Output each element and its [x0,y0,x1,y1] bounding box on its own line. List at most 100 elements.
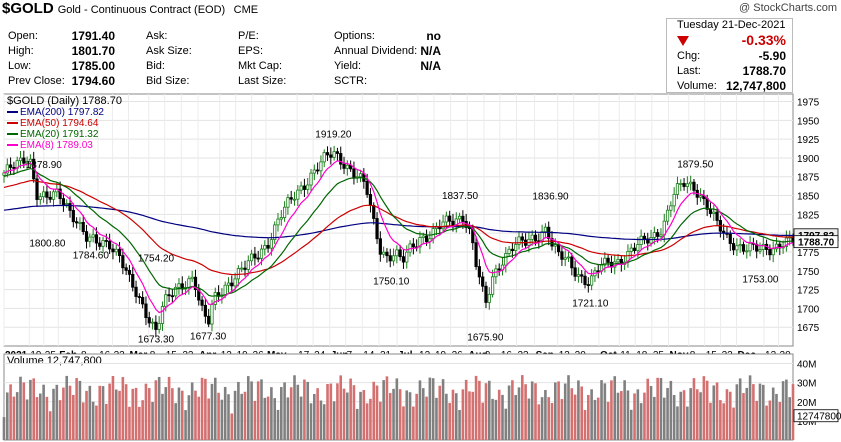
volume-bar [194,390,197,440]
volume-bar [141,400,144,440]
volume-bar [544,389,547,440]
volume-bar [217,392,220,440]
volume-bar [785,379,788,440]
candle-body [659,234,663,237]
candle-body [160,306,165,324]
volume-bar [157,376,161,440]
candle-body [91,234,95,238]
volume-bar [487,380,491,440]
price-annotation: 1879.50 [677,159,714,170]
volume-bar [557,381,560,440]
volume-bar [326,384,329,440]
volume-bar [372,381,376,440]
candle-body [329,154,333,158]
candle-body [150,321,155,324]
volume-bar [266,396,270,440]
volume-bar [352,385,356,440]
volume-tick-label: 40M [797,360,816,371]
volume-bar [458,409,461,440]
volume-bar [114,389,118,440]
candle-body [543,226,548,233]
volume-bar [451,389,455,440]
volume-bar [448,402,451,440]
volume-bar [504,408,508,440]
volume-bar [686,406,689,440]
price-annotation: 1836.90 [532,191,569,202]
last-label: Last: [677,65,701,77]
y-tick-label: 1750 [797,267,820,278]
candle-body [121,255,125,269]
candle-body [431,228,435,240]
candle-body [570,256,574,269]
candle-body [71,209,75,223]
volume-bar [616,392,620,440]
candle-body [339,153,343,165]
candle-body [576,274,581,277]
candle-body [292,198,297,201]
price-annotation: 1721.10 [572,299,609,310]
price-annotation: 1784.60 [73,251,110,262]
volume-bar [243,391,247,440]
volume-bar [438,385,442,440]
volume-bar [702,376,706,440]
volume-bar [388,393,392,440]
candle-body [164,294,168,307]
volume-bar [435,397,438,440]
legend-entry: EMA(20) 1791.32 [20,129,99,140]
candle-body [25,160,29,164]
volume-bar [35,397,39,440]
volume-bar [705,380,709,440]
volume-bar [441,379,445,440]
stat-label: Ask: [146,30,168,42]
candle-body [649,236,653,244]
price-panel: 1675170017251750177518001825185018751900… [2,93,839,361]
volume-bar [9,384,12,440]
symbol: $GOLD [2,0,54,17]
volume-value: 12,747,800 [725,79,786,93]
volume-bar [91,401,95,440]
candle-body [58,188,62,199]
candle-body [144,303,148,318]
candle-body [382,251,386,255]
volume-bar [428,377,432,440]
volume-bar [362,390,366,440]
candle-body [309,172,313,186]
volume-bar [184,410,187,440]
volume-bar [382,380,385,440]
legend-entry: EMA(8) 1789.03 [20,140,93,151]
volume-bar [402,406,405,440]
volume-bar [530,381,534,440]
candle-body [266,245,270,249]
volume-bar [603,383,607,440]
volume-bar [263,397,267,440]
candle-body [22,157,26,164]
volume-bar [147,388,151,440]
volume-bar [118,390,121,440]
volume-bar [395,378,399,440]
candle-body [283,206,287,218]
volume-bar [303,379,306,440]
volume-bar [237,381,240,440]
volume-bar [375,385,379,440]
volume-bar [646,378,650,440]
candle-body [114,248,118,253]
volume-bar [329,383,333,440]
volume-bar [81,402,85,440]
candle-body [682,183,686,187]
volume-bar [12,396,16,440]
volume-bar [554,382,557,440]
volume-bar [339,375,343,440]
volume-bar [577,380,580,440]
volume-bar [293,375,296,440]
candle-body [474,242,478,267]
volume-bar [22,382,26,440]
volume-bar [425,396,428,440]
price-plot-area [3,93,794,347]
candle-body [675,183,680,195]
candle-body [131,273,135,288]
volume-bar [768,400,772,440]
stat-label: SCTR: [334,75,367,87]
candle-body [771,248,775,256]
volume-bar [600,380,603,440]
candle-body [177,283,181,288]
